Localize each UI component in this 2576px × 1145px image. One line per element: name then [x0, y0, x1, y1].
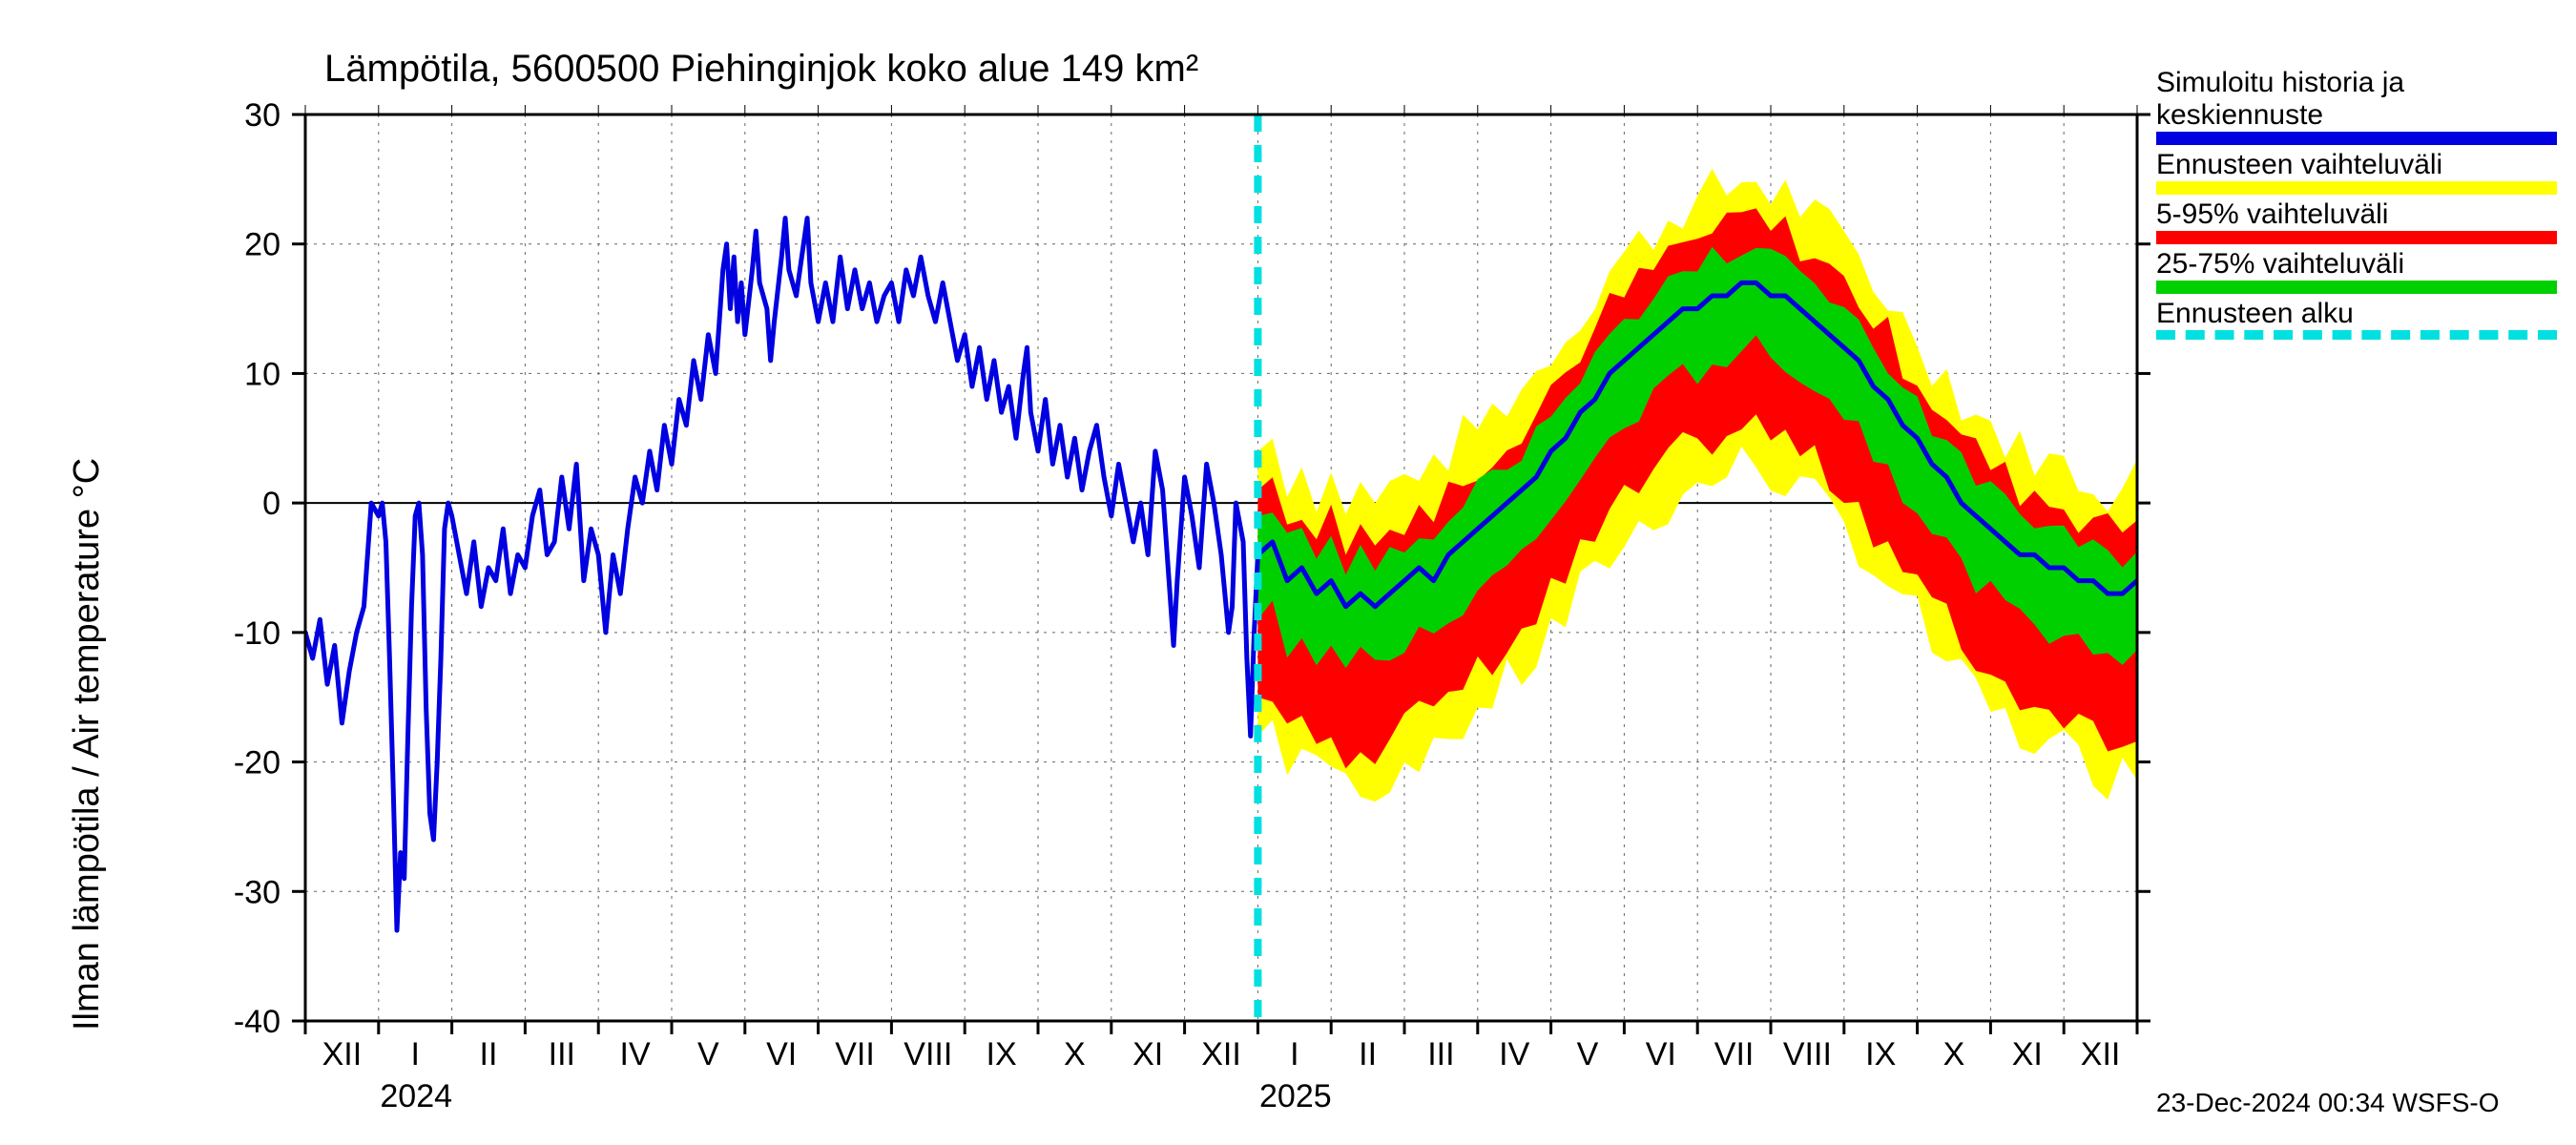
legend-swatch: [2156, 181, 2557, 195]
svg-text:XI: XI: [1132, 1036, 1163, 1072]
svg-text:0: 0: [262, 486, 280, 522]
legend-swatch: [2156, 330, 2557, 340]
svg-text:III: III: [549, 1036, 575, 1072]
svg-text:II: II: [1359, 1036, 1377, 1072]
svg-text:IV: IV: [1499, 1036, 1529, 1072]
svg-text:XII: XII: [2081, 1036, 2121, 1072]
svg-text:I: I: [1290, 1036, 1298, 1072]
svg-text:VI: VI: [766, 1036, 797, 1072]
legend-swatch: [2156, 281, 2557, 294]
svg-text:VII: VII: [835, 1036, 875, 1072]
svg-text:VIII: VIII: [1783, 1036, 1832, 1072]
legend-item: 25-75% vaihteluväli: [2156, 248, 2557, 294]
svg-text:10: 10: [244, 356, 280, 392]
chart-title: Lämpötila, 5600500 Piehinginjok koko alu…: [324, 48, 1198, 91]
svg-text:VII: VII: [1714, 1036, 1755, 1072]
legend-label-text: 5-95% vaihteluväli: [2156, 198, 2557, 231]
svg-text:V: V: [697, 1036, 719, 1072]
svg-text:30: 30: [244, 97, 280, 134]
y-axis-label: Ilman lämpötila / Air temperature °C: [67, 458, 108, 1030]
legend-label-text: keskiennuste: [2156, 99, 2557, 132]
legend-swatch: [2156, 231, 2557, 244]
svg-text:-30: -30: [234, 874, 280, 910]
svg-text:-40: -40: [234, 1004, 280, 1040]
legend-label-text: Simuloitu historia ja: [2156, 67, 2557, 99]
legend-swatch: [2156, 132, 2557, 145]
svg-text:2024: 2024: [380, 1078, 452, 1114]
svg-text:X: X: [1943, 1036, 1965, 1072]
svg-text:-20: -20: [234, 745, 280, 781]
legend-label-text: Ennusteen vaihteluväli: [2156, 149, 2557, 181]
svg-text:IV: IV: [620, 1036, 651, 1072]
svg-text:-10: -10: [234, 615, 280, 652]
svg-text:IX: IX: [987, 1036, 1017, 1072]
legend-item: Ennusteen alku: [2156, 298, 2557, 340]
legend-label-text: 25-75% vaihteluväli: [2156, 248, 2557, 281]
svg-text:II: II: [480, 1036, 498, 1072]
legend-label-text: Ennusteen alku: [2156, 298, 2557, 330]
svg-text:VI: VI: [1646, 1036, 1676, 1072]
legend-item: Simuloitu historia jakeskiennuste: [2156, 67, 2557, 145]
svg-text:V: V: [1577, 1036, 1599, 1072]
legend-item: Ennusteen vaihteluväli: [2156, 149, 2557, 195]
legend: Simuloitu historia jakeskiennuste Ennuste…: [2156, 67, 2557, 344]
svg-text:X: X: [1064, 1036, 1086, 1072]
footer-timestamp: 23-Dec-2024 00:34 WSFS-O: [2156, 1088, 2500, 1118]
svg-text:20: 20: [244, 227, 280, 263]
svg-text:2025: 2025: [1259, 1078, 1332, 1114]
svg-text:XI: XI: [2012, 1036, 2043, 1072]
legend-item: 5-95% vaihteluväli: [2156, 198, 2557, 244]
svg-text:XII: XII: [1201, 1036, 1241, 1072]
svg-text:III: III: [1427, 1036, 1454, 1072]
svg-text:XII: XII: [322, 1036, 363, 1072]
svg-text:I: I: [410, 1036, 419, 1072]
svg-text:IX: IX: [1865, 1036, 1896, 1072]
svg-text:VIII: VIII: [904, 1036, 952, 1072]
